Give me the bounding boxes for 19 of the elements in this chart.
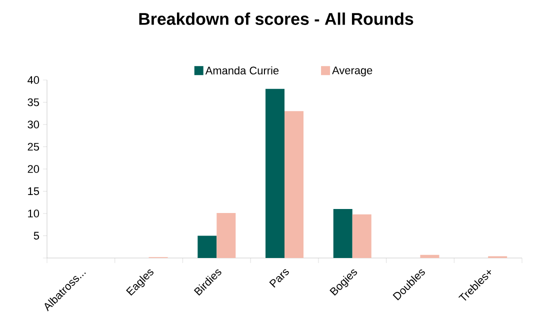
legend-label: Average: [332, 66, 372, 76]
y-tick-label: 25: [28, 142, 40, 151]
y-tick-label: 15: [28, 187, 40, 196]
bar: [216, 213, 236, 258]
bar: [420, 254, 440, 258]
legend-label: Amanda Currie: [205, 66, 279, 74]
y-tick-label: 20: [28, 165, 40, 173]
bar: [198, 236, 217, 258]
y-tick-label: 40: [28, 76, 40, 84]
x-tick-label: Pars: [269, 269, 289, 288]
y-tick-label: 35: [28, 98, 40, 106]
bar: [352, 214, 372, 258]
bar: [266, 88, 285, 258]
y-tick-label: 5: [34, 232, 40, 240]
bar: [333, 209, 352, 258]
y-tick-label: 30: [28, 120, 40, 128]
chart-title: Breakdown of scores - All Rounds: [139, 12, 414, 25]
bar: [284, 111, 304, 258]
y-tick-label: 10: [28, 210, 40, 218]
